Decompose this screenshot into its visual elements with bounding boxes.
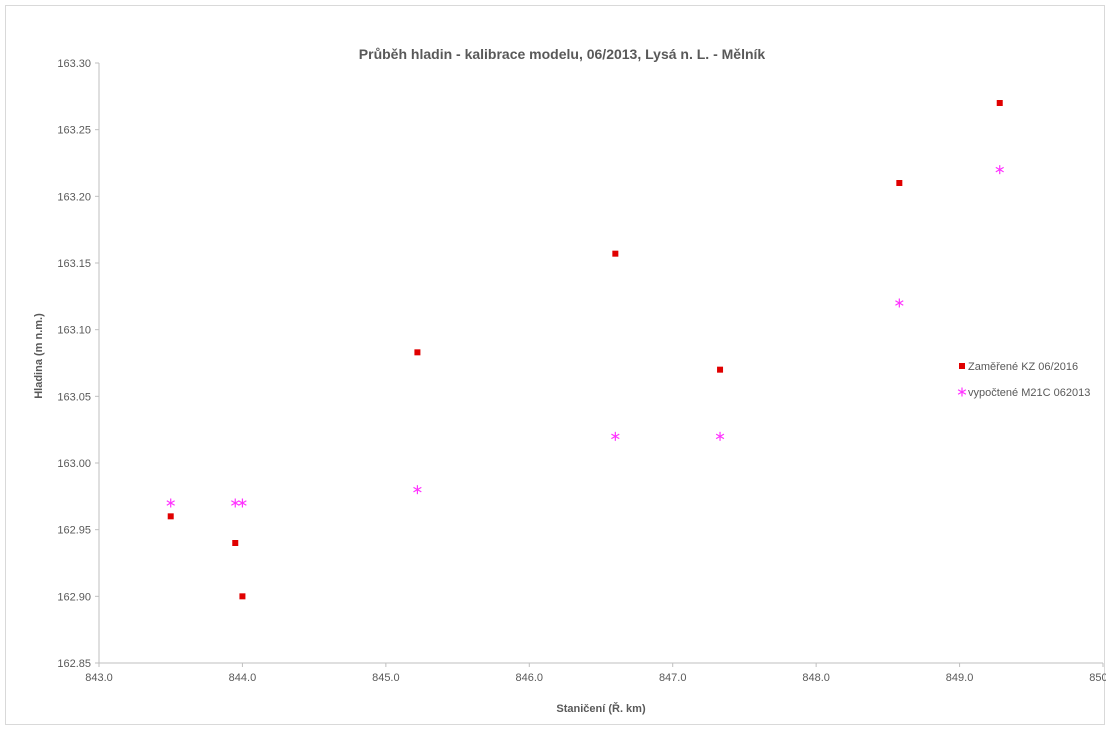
x-tick-label: 844.0 <box>229 672 257 684</box>
data-point-series-2 <box>231 499 239 508</box>
x-tick-label: 846.0 <box>516 672 544 684</box>
x-tick-label: 847.0 <box>659 672 687 684</box>
data-point-series-2 <box>895 299 903 308</box>
data-point-series-1 <box>997 100 1003 106</box>
data-point-series-1 <box>239 593 245 599</box>
y-tick-label: 163.25 <box>57 125 91 137</box>
chart-area: Průběh hladin - kalibrace modelu, 06/201… <box>5 5 1105 725</box>
data-point-series-1 <box>168 513 174 519</box>
y-tick-label: 163.00 <box>57 458 91 470</box>
x-tick-label: 850.0 <box>1089 672 1106 684</box>
data-point-series-2 <box>611 432 619 441</box>
data-point-series-1 <box>232 540 238 546</box>
legend-label-series-1: Zaměřené KZ 06/2016 <box>968 361 1078 373</box>
x-axis-title: Staničení (Ř. km) <box>556 702 646 715</box>
y-tick-label: 163.10 <box>57 325 91 337</box>
chart-title: Průběh hladin - kalibrace modelu, 06/201… <box>359 46 766 62</box>
data-points <box>167 100 1004 599</box>
scatter-chart: Průběh hladin - kalibrace modelu, 06/201… <box>6 6 1106 726</box>
y-tick-label: 163.15 <box>57 258 91 270</box>
legend-marker-series-2 <box>958 388 966 397</box>
y-tick-label: 163.20 <box>57 191 91 203</box>
y-tick-label: 162.85 <box>57 658 91 670</box>
x-tick-label: 848.0 <box>802 672 830 684</box>
legend: Zaměřené KZ 06/2016 vypočtené M21C 062013 <box>958 361 1090 399</box>
x-tick-label: 843.0 <box>85 672 113 684</box>
y-tick-label: 163.05 <box>57 391 91 403</box>
data-point-series-2 <box>716 432 724 441</box>
y-tick-label: 162.95 <box>57 525 91 537</box>
data-point-series-2 <box>996 165 1004 174</box>
data-point-series-2 <box>167 499 175 508</box>
y-axis-title: Hladina (m n.m.) <box>33 313 45 399</box>
y-tick-label: 162.90 <box>57 591 91 603</box>
data-point-series-1 <box>612 251 618 257</box>
data-point-series-1 <box>414 349 420 355</box>
data-point-series-2 <box>239 499 247 508</box>
data-point-series-1 <box>896 180 902 186</box>
legend-marker-series-1 <box>959 363 965 369</box>
axes: 162.85 162.90 162.95 163.00 163.05 163.10 163.… <box>57 58 1106 684</box>
y-tick-label: 163.30 <box>57 58 91 70</box>
data-point-series-2 <box>413 485 421 494</box>
data-point-series-1 <box>717 367 723 373</box>
x-tick-label: 845.0 <box>372 672 400 684</box>
legend-label-series-2: vypočtené M21C 062013 <box>968 387 1090 399</box>
x-tick-label: 849.0 <box>946 672 974 684</box>
